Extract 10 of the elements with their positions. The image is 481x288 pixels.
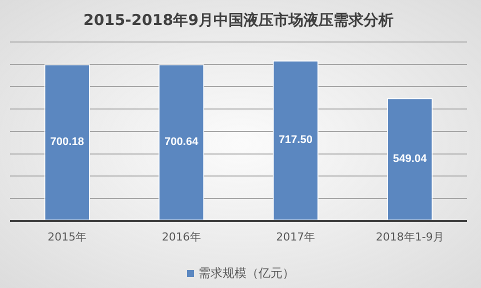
data-label: 549.04: [393, 152, 428, 165]
data-label: 700.64: [164, 136, 200, 148]
x-tick-label: 2017年: [276, 230, 316, 244]
legend-label: 需求规模（亿元）: [198, 264, 294, 282]
x-tick-label: 2015年: [48, 230, 87, 244]
x-tick-label: 2016年: [162, 230, 201, 244]
data-label: 717.50: [278, 134, 312, 146]
x-tick-label: 2018年1-9月: [376, 230, 444, 244]
data-label: 700.18: [50, 136, 84, 148]
chart-title: 2015-2018年9月中国液压市场液压需求分析: [83, 10, 394, 29]
